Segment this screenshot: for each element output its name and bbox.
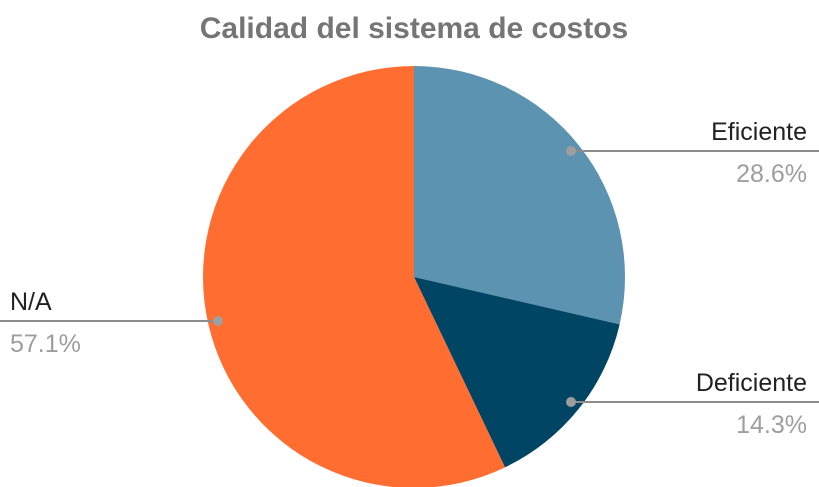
slice-label-eficiente: Eficiente 28.6% (566, 118, 819, 188)
slice-percent-deficiente: 14.3% (736, 411, 807, 439)
slice-percent-na: 57.1% (10, 330, 81, 358)
pie-slice-deficiente (414, 277, 620, 468)
leader-dot-eficiente (566, 146, 576, 156)
leader-dot-na (213, 316, 223, 326)
slice-label-na: N/A 57.1% (0, 288, 223, 358)
slice-name-na: N/A (10, 288, 52, 316)
slice-name-eficiente: Eficiente (711, 118, 807, 146)
slice-name-deficiente: Deficiente (696, 369, 807, 397)
slice-percent-eficiente: 28.6% (736, 160, 807, 188)
pie-slice-n-a (203, 66, 506, 487)
pie-slice-eficiente (414, 66, 626, 325)
chart-title: Calidad del sistema de costos (200, 12, 628, 45)
pie-slices (203, 66, 626, 487)
leader-dot-deficiente (566, 397, 576, 407)
slice-label-deficiente: Deficiente 14.3% (566, 369, 819, 439)
